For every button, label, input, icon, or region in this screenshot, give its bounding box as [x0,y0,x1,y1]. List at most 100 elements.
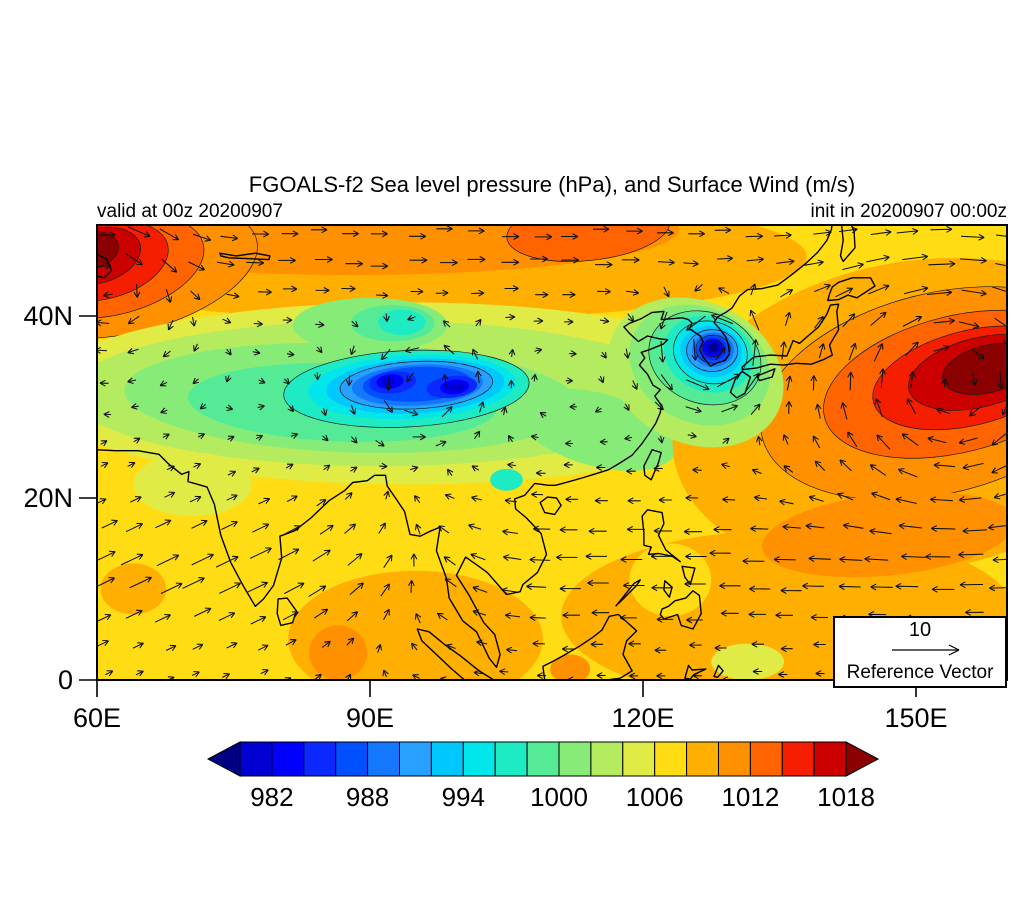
wind-arrow [406,372,414,383]
reference-vector-value: 10 [908,619,932,641]
wind-arrow [779,498,794,506]
wind-arrow [505,313,516,321]
coastline [713,664,724,678]
wind-arrow [596,464,606,471]
wind-arrow [500,406,508,416]
wind-arrow [283,377,290,385]
colorbar-cell [558,741,592,777]
wind-arrow [219,582,241,594]
wind-arrow [958,496,982,503]
wind-arrow [341,285,356,293]
wind-arrow [596,672,606,679]
wind-arrow [165,289,173,303]
wind-arrow [866,254,890,263]
wind-arrow [378,522,387,534]
wind-arrow [321,434,329,442]
wind-arrow [252,348,261,356]
wind-arrow [473,669,483,677]
wind-arrow [901,433,919,446]
wind-arrow [814,460,826,471]
wind-arrow [193,607,212,617]
coastline [539,496,562,516]
pressure-contour-blob [506,225,671,262]
colorbar-label: 982 [250,782,293,812]
wind-arrow [131,403,139,410]
colorbar-cell [430,741,464,777]
pressure-contour-blob [97,226,141,286]
wind-arrow [282,611,299,621]
wind-arrow [320,408,328,416]
x-tick-label: 90E [346,703,394,733]
wind-arrow [130,496,142,503]
wind-arrow [323,464,331,471]
wind-arrow [750,403,761,416]
wind-arrow [925,553,951,561]
wind-arrow [657,258,675,266]
coastline [643,449,662,481]
wind-arrow [345,375,353,386]
y-tick-label: 40N [23,301,73,331]
wind-arrow [591,609,610,617]
wind-arrow [961,289,987,297]
wind-arrow [719,582,741,590]
wind-arrow [441,374,449,389]
wind-arrow [311,226,328,234]
colorbar-cell [367,741,401,777]
wind-arrow [721,462,731,469]
wind-arrow [188,261,206,271]
wind-arrow [314,608,329,619]
wind-arrow [658,496,672,504]
wind-arrow [404,346,420,354]
wind-arrow [246,259,265,267]
pressure-contour-blob [711,643,785,680]
wind-arrow [818,343,826,359]
wind-arrow [103,411,112,418]
wind-arrow [308,585,327,598]
wind-arrow [162,350,171,358]
wind-arrow [848,342,857,361]
colorbar-label: 1000 [530,782,588,812]
wind-arrow [97,613,112,623]
wind-arrow [814,403,822,419]
wind-arrow [383,608,390,621]
wind-arrow [535,469,546,477]
wind-arrow [871,491,891,501]
coastline [542,613,638,680]
wind-arrow [408,232,427,240]
colorbar-cell [239,741,273,777]
wind-arrow [561,233,579,240]
pressure-contour-blob [490,468,523,491]
wind-arrow [375,644,383,653]
wind-arrow [714,226,732,234]
wind-arrow [127,315,140,325]
wind-arrow [961,233,985,241]
colorbar-cell [781,741,815,777]
wind-arrow [991,464,1007,474]
wind-arrow [870,311,887,326]
wind-arrow [782,434,789,445]
wind-arrow [989,584,1007,592]
wind-arrow [133,283,141,298]
wind-arrow [782,523,801,531]
wind-arrow [750,525,769,533]
wind-arrow [751,339,759,366]
wind-arrow [154,613,171,623]
wind-arrow [472,585,488,593]
wind-arrow [536,672,547,679]
colorbar-cell [494,741,528,777]
valid-time-label: valid at 00z 20200907 [97,201,283,222]
wind-arrow [564,318,574,326]
wind-arrow [314,372,321,381]
wind-arrow [225,375,232,383]
wind-arrow [970,348,985,360]
wind-arrow [127,347,139,355]
wind-arrow [383,554,393,568]
wind-arrow [191,519,208,529]
map-frame [96,224,1008,681]
wind-arrow [412,433,426,441]
pressure-contour-blob [550,654,591,680]
wind-arrow [436,225,453,233]
colorbar: 982 988 994 1000 1006 1012 1018 [206,741,880,812]
wind-arrow [101,519,118,529]
